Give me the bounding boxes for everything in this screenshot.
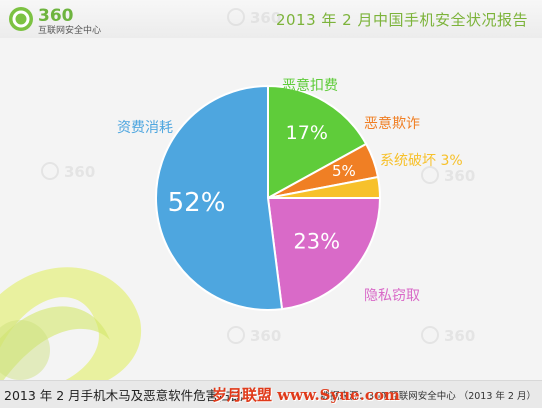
footer-caption: 2013 年 2 月手机木马及恶意软件危害占比 [4, 388, 244, 403]
slice-category-label: 资费消耗 [117, 120, 173, 136]
logo-360: 360 互联网安全中心 [9, 6, 101, 36]
pie-slice [155, 84, 284, 311]
footer-source: 数据来源：360 互联网安全中心 （2013 年 2 月） [320, 391, 536, 402]
slice-value-label: 17% [286, 122, 328, 144]
slice-value-label: 5% [332, 162, 356, 180]
watermark-360: 360 [421, 166, 475, 185]
svg-text:360: 360 [64, 163, 95, 181]
logo-text: 360 [38, 6, 74, 26]
svg-text:360: 360 [444, 327, 475, 345]
report-title: 2013 年 2 月中国手机安全状况报告 [275, 11, 528, 29]
pie-slice [267, 84, 368, 200]
site-stamp: 岁月联盟 www.Syue.com [212, 386, 400, 404]
watermark-360: 360 [227, 8, 281, 27]
slice-category-label: 隐私窃取 [364, 288, 420, 304]
slice-category-label: 恶意欺诈 [364, 115, 420, 132]
footer-bar: 2013 年 2 月手机木马及恶意软件危害占比 数据来源：360 互联网安全中心… [0, 380, 542, 408]
svg-text:360: 360 [250, 327, 281, 345]
slice-value-label: 23% [293, 229, 340, 253]
svg-text:360: 360 [444, 167, 475, 185]
watermark-360: 360 [227, 326, 281, 345]
slice-category-label: 恶意扣费 [282, 77, 338, 94]
background-swirl [0, 267, 142, 390]
header-band [0, 0, 542, 38]
pie-slice [266, 197, 382, 311]
watermark-360: 360 [41, 162, 95, 181]
watermark-360: 360 [421, 326, 475, 345]
slice-category-label: 系统破坏 3% [380, 153, 463, 169]
slice-value-label: 52% [168, 188, 226, 218]
svg-text:360: 360 [250, 9, 281, 27]
logo-subtitle: 互联网安全中心 [38, 24, 101, 36]
